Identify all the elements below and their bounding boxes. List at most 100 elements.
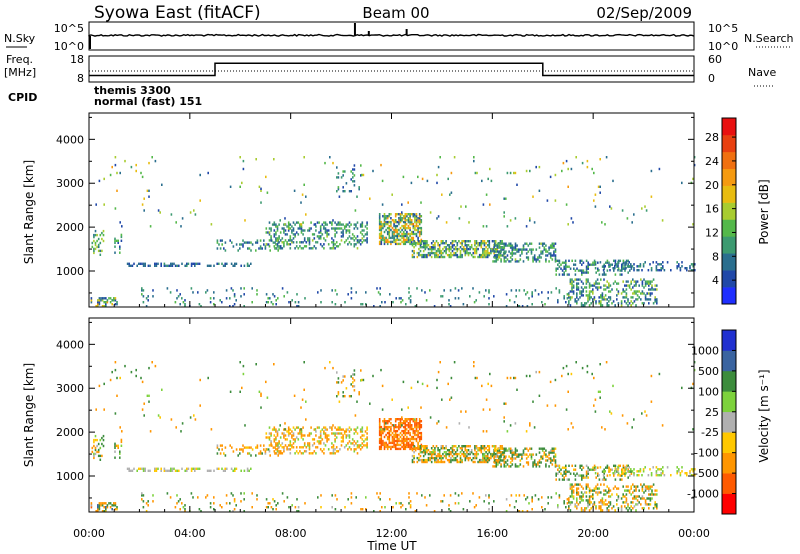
power-cell (481, 179, 483, 183)
power-cell (412, 215, 415, 218)
velocity-cell (573, 468, 575, 471)
power-cell (409, 222, 411, 226)
power-cell (558, 291, 561, 294)
power-cell (278, 223, 280, 226)
power-cell (170, 213, 173, 216)
velocity-cell (302, 426, 304, 429)
power-cell (538, 165, 541, 169)
velocity-cell (443, 494, 445, 497)
power-cell (319, 229, 322, 232)
power-cell (416, 287, 418, 290)
power-cell (627, 280, 629, 283)
velocity-cell (93, 444, 95, 448)
velocity-cell (380, 428, 382, 431)
power-cell (422, 249, 425, 253)
power-cell (585, 280, 588, 283)
power-cell (350, 291, 353, 294)
velocity-cell (572, 489, 575, 492)
velocity-cell (593, 489, 596, 492)
velocity-cell (644, 487, 647, 490)
power-cell (363, 229, 365, 232)
velocity-cell (546, 455, 549, 458)
velocity-cell (151, 361, 153, 364)
power-cell (572, 286, 575, 289)
velocity-cell (396, 447, 399, 451)
power-cell (340, 231, 343, 234)
velocity-colorbar-tick-label: 25 (705, 406, 719, 419)
velocity-cell (581, 474, 583, 477)
power-cell (424, 244, 427, 247)
velocity-cell (540, 461, 542, 464)
power-cell (571, 296, 573, 299)
power-cell (404, 240, 407, 244)
power-cell (302, 247, 304, 250)
velocity-cell (213, 496, 215, 499)
velocity-cell (184, 510, 186, 513)
power-cell (438, 247, 441, 251)
velocity-cell (642, 468, 645, 471)
velocity-cell (356, 452, 359, 455)
velocity-cell (485, 456, 487, 460)
velocity-cell (347, 442, 349, 445)
velocity-cell (170, 469, 172, 472)
power-cell (391, 193, 393, 196)
velocity-cell (525, 447, 528, 450)
power-cell (300, 225, 303, 228)
velocity-cell (450, 452, 452, 456)
power-cell (586, 159, 589, 163)
freq-label-1: Freq. (6, 53, 33, 66)
velocity-cell (388, 433, 391, 437)
velocity-cell (521, 453, 523, 456)
power-cell (453, 240, 455, 243)
velocity-cell (569, 472, 572, 475)
velocity-cell (625, 497, 628, 500)
power-cell (493, 250, 496, 253)
velocity-cell (181, 422, 184, 425)
power-cell (485, 289, 487, 292)
velocity-cell (628, 489, 631, 492)
velocity-cell (557, 468, 559, 471)
power-cell (501, 240, 503, 243)
velocity-cell (593, 501, 596, 504)
velocity-cell (275, 430, 277, 433)
velocity-cell (658, 372, 661, 376)
power-cell (420, 220, 423, 224)
power-cell (425, 299, 428, 302)
velocity-cell (223, 452, 225, 455)
velocity-cell (482, 430, 485, 433)
power-cell (416, 255, 419, 259)
velocity-cell (318, 426, 320, 429)
velocity-cell (378, 445, 381, 449)
velocity-cell (635, 485, 637, 488)
power-cell (456, 242, 459, 245)
velocity-cell (635, 495, 637, 498)
velocity-cell (572, 491, 575, 494)
velocity-cell (442, 447, 444, 450)
power-cell (531, 293, 533, 296)
power-cell (505, 260, 507, 263)
power-cell (98, 299, 101, 302)
power-cell (119, 251, 121, 254)
power-cell (644, 205, 646, 208)
velocity-cell (97, 506, 99, 509)
velocity-cell (402, 422, 405, 425)
power-cell (388, 220, 391, 224)
power-cell (297, 247, 300, 250)
velocity-cell (251, 492, 253, 495)
velocity-cell (256, 498, 258, 501)
velocity-cell (503, 461, 506, 464)
power-cell (391, 232, 394, 236)
velocity-cell (565, 470, 567, 473)
velocity-cell (621, 472, 623, 475)
velocity-cell (352, 377, 354, 380)
power-cell (606, 280, 608, 283)
power-cell (364, 239, 367, 242)
power-cell (393, 224, 395, 228)
power-cell (326, 235, 328, 238)
power-cell (458, 255, 460, 259)
power-cell (426, 242, 428, 245)
velocity-cell (97, 448, 100, 452)
power-cell (406, 236, 408, 240)
velocity-cell (493, 447, 496, 450)
power-cell (315, 247, 317, 250)
